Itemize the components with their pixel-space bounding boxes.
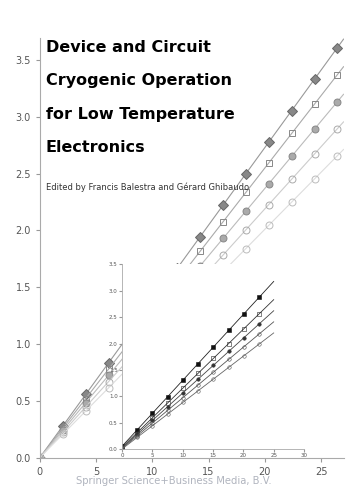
Text: for Low Temperature: for Low Temperature (46, 107, 235, 122)
Text: Edited by Francis Balestra and Gérard Ghibaudo: Edited by Francis Balestra and Gérard Gh… (46, 182, 249, 192)
Text: Device and Circuit: Device and Circuit (46, 40, 211, 54)
Text: Electronics: Electronics (46, 140, 146, 156)
Text: Springer Science+Business Media, B.V.: Springer Science+Business Media, B.V. (76, 476, 271, 486)
Text: Cryogenic Operation: Cryogenic Operation (46, 73, 232, 88)
